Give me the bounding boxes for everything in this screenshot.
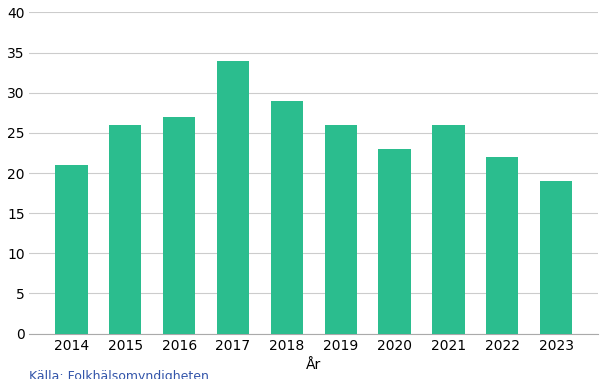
Bar [486,157,518,334]
Bar [432,125,465,334]
Bar [324,125,357,334]
Bar [540,181,572,334]
Bar [378,149,411,334]
Bar [270,101,303,334]
Bar [217,61,249,334]
Bar [55,165,88,334]
Bar [109,125,142,334]
Text: Källa: Folkhälsomyndigheten: Källa: Folkhälsomyndigheten [30,370,209,379]
X-axis label: År: År [306,358,321,372]
Bar [163,117,195,334]
